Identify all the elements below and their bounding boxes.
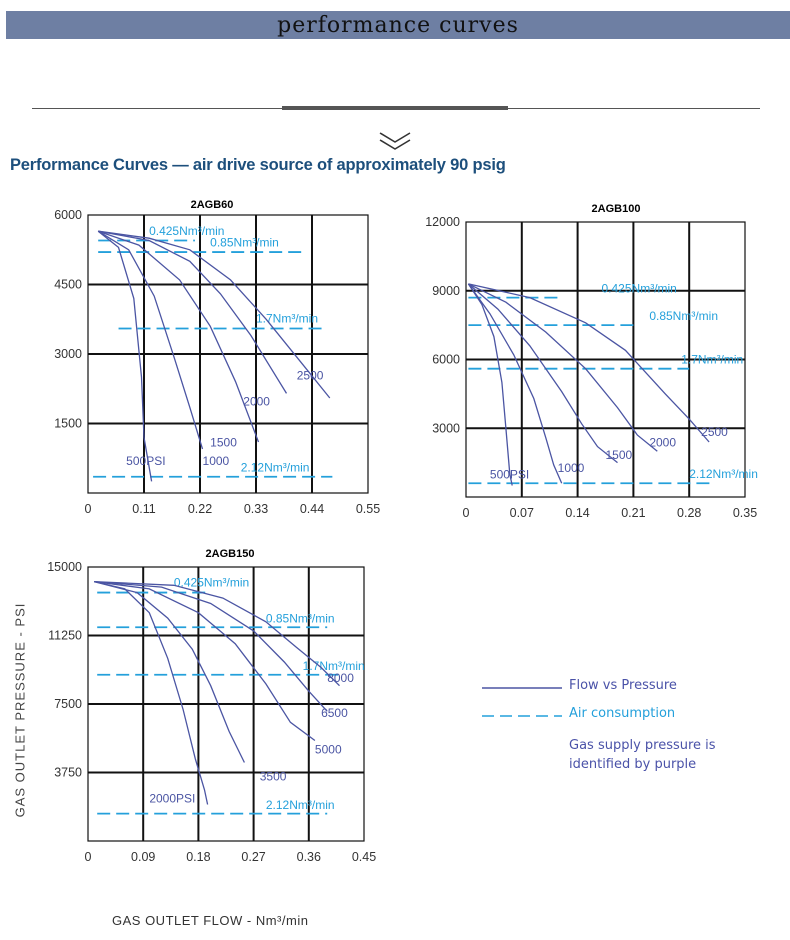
curve-label: 2500 [297, 368, 324, 382]
pressure-curve [97, 230, 204, 450]
pressure-curve [97, 230, 153, 482]
chart-title: 2AGB60 [191, 199, 234, 211]
legend-dashed-line [482, 715, 562, 717]
x-tick-label: 0 [85, 502, 92, 516]
legend-air-label: Air consumption [569, 706, 676, 721]
x-tick-label: 0.44 [300, 502, 324, 516]
pressure-curve [98, 230, 288, 394]
plot-frame [87, 214, 369, 494]
pressure-curve [98, 230, 331, 399]
chevron-down-icon [379, 132, 411, 150]
y-tick-label: 6000 [54, 208, 82, 222]
banner-title: performance curves [277, 13, 519, 38]
curve-label: 1000 [203, 454, 230, 468]
legend-note: Gas supply pressure is identified by pur… [569, 738, 716, 772]
divider-accent [282, 106, 508, 110]
air-consumption-label: 0.85Nm³/min [210, 236, 279, 250]
chart-legend: Flow vs Pressure Air consumption Gas sup… [474, 672, 774, 782]
air-consumption-label: 2.12Nm³/min [241, 460, 310, 474]
air-consumption-label: 1.7Nm³/min [256, 312, 318, 326]
y-tick-label: 4500 [54, 278, 82, 292]
legend-air-row: Air consumption [474, 704, 774, 724]
curve-label: 2000 [243, 394, 270, 408]
y-tick-label: 3000 [54, 347, 82, 361]
legend-solid-line [482, 687, 562, 689]
x-tick-label: 0.22 [188, 502, 212, 516]
curve-label: 500PSI [126, 454, 165, 468]
x-axis-label: GAS OUTLET FLOW - Nm³/min [112, 913, 309, 928]
air-consumption-label: 0.425Nm³/min [149, 224, 224, 238]
x-tick-label: 0.55 [356, 502, 380, 516]
section-heading: Performance Curves — air drive source of… [10, 156, 506, 174]
x-tick-label: 0.33 [244, 502, 268, 516]
x-tick-label: 0.11 [132, 502, 155, 516]
legend-flow-label: Flow vs Pressure [569, 678, 677, 693]
y-tick-label: 1500 [54, 417, 82, 431]
legend-flow-row: Flow vs Pressure [474, 676, 774, 696]
pressure-curve [97, 230, 260, 443]
curve-label: 1500 [210, 436, 237, 450]
title-banner: performance curves [6, 11, 790, 39]
